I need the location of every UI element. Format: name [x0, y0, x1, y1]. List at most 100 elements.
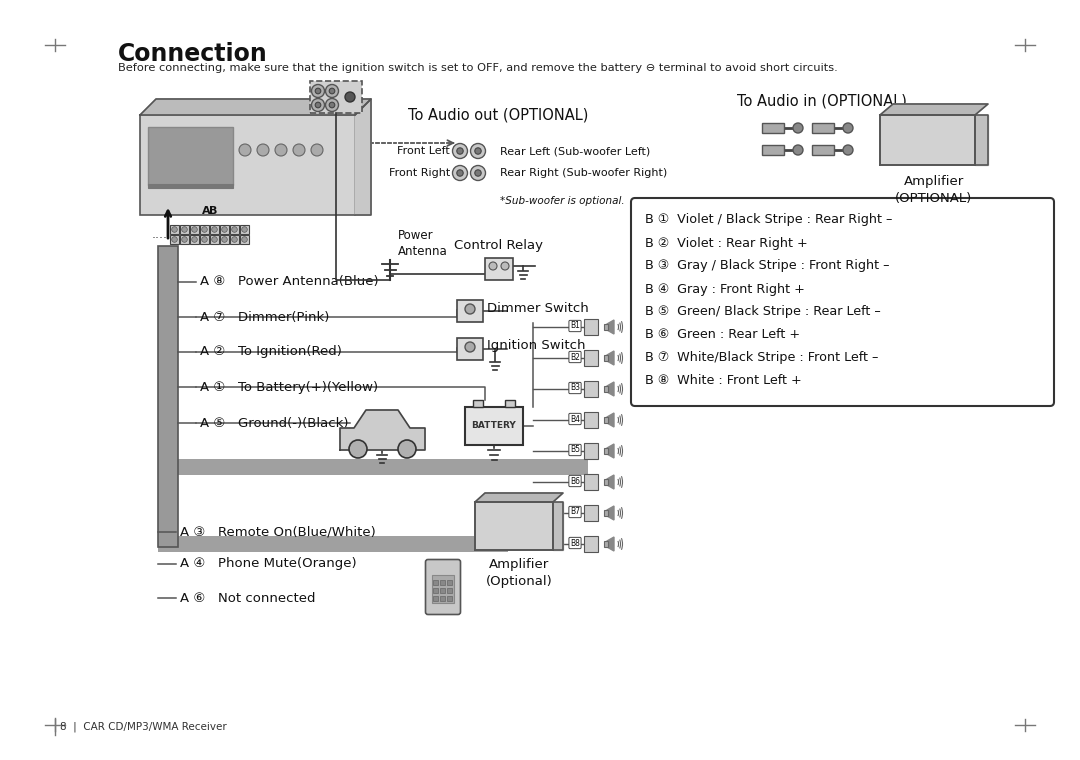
Bar — [604, 448, 608, 454]
Circle shape — [843, 145, 853, 155]
Circle shape — [475, 169, 482, 176]
Text: B2: B2 — [570, 353, 580, 362]
Circle shape — [212, 236, 217, 242]
Bar — [440, 596, 445, 601]
Circle shape — [475, 147, 482, 154]
Text: Front Left: Front Left — [397, 146, 450, 156]
Text: A ③   Remote On(Blue/White): A ③ Remote On(Blue/White) — [180, 525, 376, 539]
Bar — [505, 400, 515, 407]
Circle shape — [232, 236, 238, 242]
Bar — [604, 324, 608, 330]
Text: To Audio in (OPTIONAL): To Audio in (OPTIONAL) — [737, 93, 907, 108]
Text: B5: B5 — [570, 445, 580, 454]
Circle shape — [232, 226, 238, 233]
Text: B7: B7 — [570, 508, 580, 517]
Text: A ②   To Ignition(Red): A ② To Ignition(Red) — [200, 346, 342, 359]
Circle shape — [501, 262, 509, 270]
Text: A ①   To Battery(+)(Yellow): A ① To Battery(+)(Yellow) — [200, 381, 378, 394]
Bar — [447, 596, 453, 601]
Bar — [584, 350, 598, 366]
Circle shape — [239, 144, 251, 156]
Text: Power
Antenna: Power Antenna — [399, 229, 448, 258]
Text: B ⑥  Green : Rear Left +: B ⑥ Green : Rear Left + — [645, 328, 800, 341]
Circle shape — [843, 123, 853, 133]
Circle shape — [172, 236, 177, 242]
Bar — [473, 400, 483, 407]
Polygon shape — [355, 99, 372, 215]
Circle shape — [181, 226, 187, 233]
Circle shape — [457, 169, 463, 176]
Polygon shape — [607, 382, 615, 396]
Bar — [447, 580, 453, 585]
Circle shape — [257, 144, 269, 156]
Text: A ⑧   Power Antenna(Blue): A ⑧ Power Antenna(Blue) — [200, 276, 379, 289]
Circle shape — [329, 88, 335, 93]
Text: Before connecting, make sure that the ignition switch is set to OFF, and remove : Before connecting, make sure that the ig… — [118, 63, 838, 73]
Text: A ④   Phone Mute(Orange): A ④ Phone Mute(Orange) — [180, 558, 356, 571]
Text: B ⑤  Green/ Black Stripe : Rear Left –: B ⑤ Green/ Black Stripe : Rear Left – — [645, 306, 881, 318]
Circle shape — [315, 88, 321, 93]
Circle shape — [221, 226, 227, 233]
Bar — [465, 407, 523, 445]
Bar — [210, 225, 219, 234]
Text: A ⑦   Dimmer(Pink): A ⑦ Dimmer(Pink) — [200, 311, 329, 324]
Bar — [762, 123, 784, 133]
Circle shape — [311, 99, 324, 112]
Text: Amplifier
(Optional): Amplifier (Optional) — [486, 558, 552, 588]
Circle shape — [325, 99, 338, 112]
Bar — [604, 479, 608, 485]
Polygon shape — [140, 99, 372, 115]
Polygon shape — [607, 351, 615, 365]
Bar — [584, 381, 598, 397]
Circle shape — [453, 166, 468, 181]
Text: A ⑤   Ground(-)(Black): A ⑤ Ground(-)(Black) — [200, 416, 349, 429]
Text: Amplifier
(OPTIONAL): Amplifier (OPTIONAL) — [895, 175, 973, 205]
Bar — [457, 338, 483, 360]
Circle shape — [172, 226, 177, 233]
Bar — [812, 123, 834, 133]
Bar — [432, 575, 454, 603]
Circle shape — [471, 144, 486, 159]
Bar — [170, 225, 179, 234]
Polygon shape — [607, 413, 615, 427]
Circle shape — [793, 123, 804, 133]
Circle shape — [275, 144, 287, 156]
Bar — [604, 541, 608, 547]
Text: B4: B4 — [570, 414, 580, 423]
Text: A: A — [202, 206, 211, 216]
Circle shape — [457, 147, 463, 154]
Bar — [604, 386, 608, 392]
Text: B ⑦  White/Black Stripe : Front Left –: B ⑦ White/Black Stripe : Front Left – — [645, 351, 878, 365]
Text: 8  |  CAR CD/MP3/WMA Receiver: 8 | CAR CD/MP3/WMA Receiver — [60, 721, 227, 732]
Bar — [880, 115, 975, 165]
Polygon shape — [553, 502, 563, 550]
Circle shape — [399, 440, 416, 458]
Polygon shape — [607, 475, 615, 489]
Circle shape — [192, 236, 198, 242]
Text: Rear Left (Sub-woofer Left): Rear Left (Sub-woofer Left) — [500, 146, 650, 156]
Polygon shape — [607, 444, 615, 458]
Text: Rear Right (Sub-woofer Right): Rear Right (Sub-woofer Right) — [500, 168, 667, 178]
Bar — [485, 258, 513, 280]
Circle shape — [465, 304, 475, 314]
Text: B ④  Gray : Front Right +: B ④ Gray : Front Right + — [645, 283, 805, 296]
Text: Control Relay: Control Relay — [455, 239, 543, 252]
Text: B ②  Violet : Rear Right +: B ② Violet : Rear Right + — [645, 236, 808, 249]
Text: B3: B3 — [570, 384, 580, 392]
Bar — [158, 459, 588, 475]
Bar — [158, 246, 178, 547]
Circle shape — [293, 144, 305, 156]
Text: Front Right: Front Right — [389, 168, 450, 178]
Bar — [170, 235, 179, 244]
Bar — [584, 474, 598, 490]
Text: B ③  Gray / Black Stripe : Front Right –: B ③ Gray / Black Stripe : Front Right – — [645, 259, 890, 273]
FancyBboxPatch shape — [426, 559, 460, 615]
Text: Connection: Connection — [118, 42, 268, 66]
Circle shape — [181, 236, 187, 242]
Bar — [158, 536, 508, 552]
Circle shape — [315, 102, 321, 108]
Text: B ⑧  White : Front Left +: B ⑧ White : Front Left + — [645, 375, 801, 388]
Bar — [447, 588, 453, 593]
Circle shape — [242, 236, 247, 242]
Bar — [210, 235, 219, 244]
